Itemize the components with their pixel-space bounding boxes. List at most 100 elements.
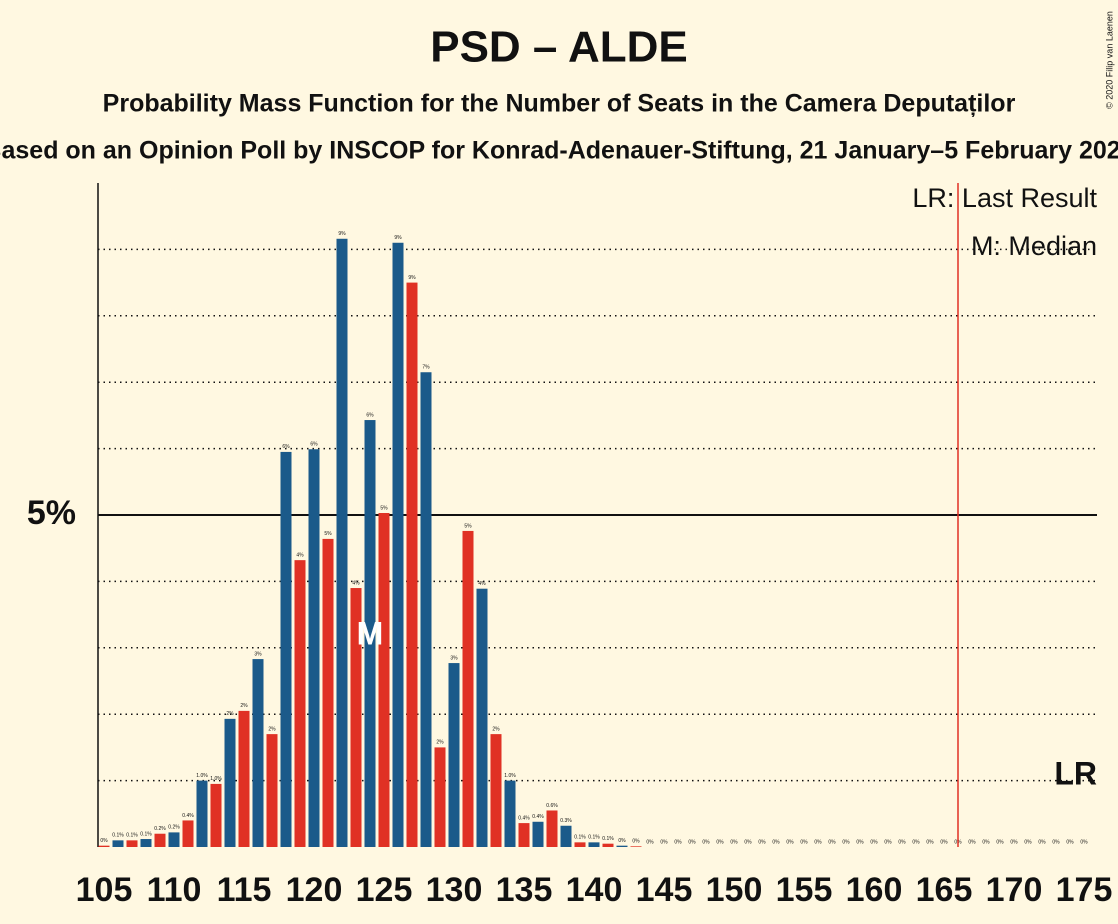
bar — [168, 832, 180, 847]
x-tick-label: 150 — [706, 871, 763, 909]
value-label: 0.4% — [532, 814, 544, 820]
x-tick-label: 155 — [776, 871, 833, 909]
value-label: 0% — [730, 839, 738, 845]
value-label: 4% — [478, 581, 486, 587]
value-label: 7% — [422, 365, 430, 371]
bar — [490, 734, 502, 847]
bar — [532, 821, 544, 847]
value-label: 0% — [702, 839, 710, 845]
x-tick-label: 165 — [916, 871, 973, 909]
bar — [448, 663, 460, 847]
value-label: 0% — [744, 839, 752, 845]
value-label: 5% — [324, 531, 332, 537]
value-label: 0% — [1080, 839, 1088, 845]
bar — [322, 538, 334, 847]
bar — [336, 238, 348, 847]
bar — [434, 747, 446, 847]
bar — [266, 734, 278, 847]
legend-entry: LR: Last Result — [912, 183, 1097, 213]
x-tick-label: 120 — [286, 871, 343, 909]
value-label: 0.2% — [154, 826, 166, 832]
x-tick-label: 160 — [846, 871, 903, 909]
bar — [126, 840, 138, 847]
bar — [588, 842, 600, 847]
value-label: 0% — [772, 839, 780, 845]
value-label: 0% — [1052, 839, 1060, 845]
value-label: 0% — [688, 839, 696, 845]
value-label: 6% — [310, 442, 318, 448]
value-label: 4% — [352, 580, 360, 586]
bar — [630, 846, 642, 847]
value-label: 0% — [758, 839, 766, 845]
value-label: 0.3% — [560, 818, 572, 824]
value-label: 0.1% — [588, 835, 600, 841]
last-result-label: LR — [1054, 755, 1097, 791]
x-tick-label: 170 — [986, 871, 1043, 909]
bar — [308, 449, 320, 847]
bar — [182, 820, 194, 847]
value-label: 0% — [842, 839, 850, 845]
bar — [280, 451, 292, 847]
chart-subtitle: Probability Mass Function for the Number… — [103, 90, 1016, 118]
value-label: 0% — [618, 838, 626, 844]
value-label: 0% — [716, 839, 724, 845]
bar — [224, 718, 236, 847]
bar — [350, 588, 362, 847]
value-label: 0% — [926, 839, 934, 845]
value-label: 0.1% — [140, 831, 152, 837]
bar — [602, 843, 614, 847]
bar — [574, 842, 586, 847]
x-tick-label: 110 — [147, 871, 202, 909]
x-tick-label: 175 — [1056, 871, 1113, 909]
value-label: 0% — [940, 839, 948, 845]
bar — [238, 710, 250, 847]
x-tick-label: 125 — [356, 871, 413, 909]
value-label: 0% — [968, 839, 976, 845]
y-tick-label: 5% — [27, 494, 76, 532]
bar — [140, 839, 152, 847]
value-label: 0% — [870, 839, 878, 845]
value-label: 2% — [240, 703, 248, 709]
value-label: 0% — [912, 839, 920, 845]
value-label: 0% — [100, 838, 108, 844]
bar — [98, 845, 110, 847]
value-label: 0.1% — [574, 835, 586, 841]
value-label: 2% — [268, 726, 276, 732]
bar — [518, 823, 530, 847]
value-label: 0.2% — [168, 825, 180, 831]
copyright: © 2020 Filip van Laenen — [1104, 11, 1114, 109]
value-label: 1.0% — [504, 773, 516, 779]
value-label: 0.1% — [602, 836, 614, 842]
value-label: 0% — [856, 839, 864, 845]
value-label: 0.1% — [126, 833, 138, 839]
bar — [378, 513, 390, 847]
value-label: 0% — [674, 839, 682, 845]
value-label: 0.6% — [546, 803, 558, 809]
value-label: 1.0% — [210, 776, 222, 782]
legend-entry: M: Median — [971, 231, 1097, 261]
value-label: 5% — [464, 523, 472, 529]
bar — [294, 560, 306, 847]
value-label: 0.1% — [112, 833, 124, 839]
x-tick-label: 145 — [636, 871, 693, 909]
bar — [420, 372, 432, 847]
x-tick-label: 135 — [496, 871, 553, 909]
value-label: 2% — [436, 740, 444, 746]
value-label: 0% — [632, 839, 640, 845]
value-label: 3% — [254, 651, 262, 657]
bar — [546, 810, 558, 847]
bar — [154, 833, 166, 847]
value-label: 6% — [366, 412, 374, 418]
bar — [616, 845, 628, 847]
chart-subtitle: Based on an Opinion Poll by INSCOP for K… — [0, 137, 1118, 165]
bar — [252, 659, 264, 847]
x-tick-label: 140 — [566, 871, 623, 909]
value-label: 0% — [884, 839, 892, 845]
value-label: 0.4% — [182, 813, 194, 819]
bar — [210, 783, 222, 847]
value-label: 5% — [380, 505, 388, 511]
bar — [462, 530, 474, 847]
value-label: 9% — [394, 235, 402, 241]
